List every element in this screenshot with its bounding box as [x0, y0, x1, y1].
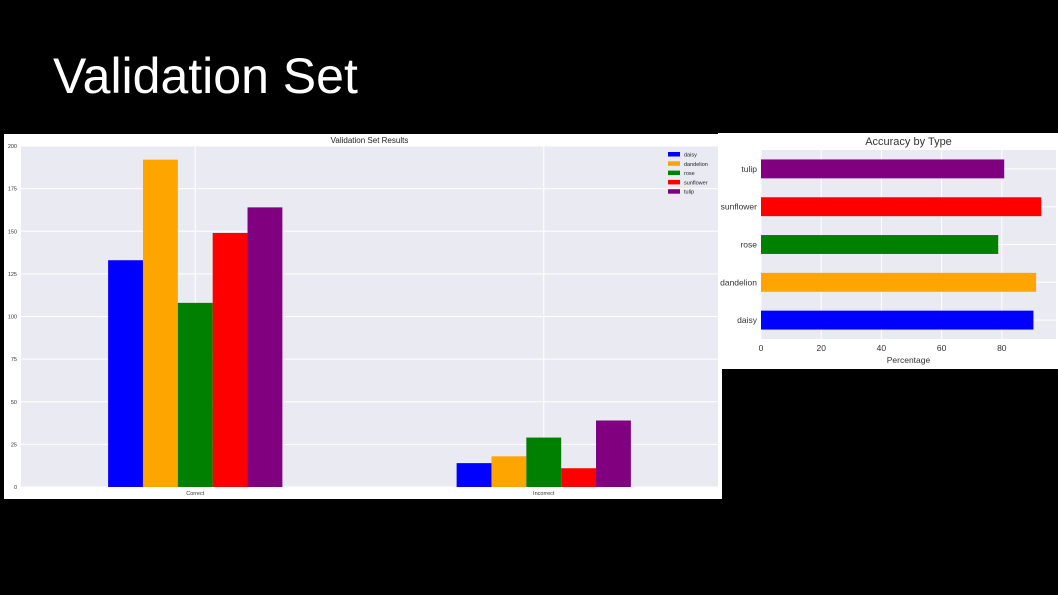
- legend-swatch: [668, 161, 680, 166]
- y-tick-label: 200: [8, 144, 17, 150]
- bar: [247, 207, 283, 487]
- bar: [142, 159, 178, 487]
- bar: [761, 310, 1034, 330]
- accuracy-by-type-svg: Accuracy by Type 0 20 40 60 80 Percentage daisy…: [720, 136, 1056, 365]
- legend-label: dandelion: [684, 162, 708, 168]
- legend-swatch: [668, 189, 680, 194]
- y-tick-label: dandelion: [720, 277, 757, 287]
- y-tick-label: 100: [8, 315, 17, 321]
- bar: [526, 437, 562, 487]
- validation-results-chart: Validation Set Results 0 25 50 75 100 125 150 17…: [4, 134, 722, 499]
- legend-label: tulip: [684, 190, 694, 196]
- slide-title: Validation Set: [53, 48, 358, 104]
- bar: [761, 197, 1042, 217]
- bar: [761, 272, 1037, 292]
- y-tick-label: 50: [11, 400, 17, 406]
- y-tick-label: 25: [11, 442, 17, 448]
- x-axis-label: Percentage: [887, 355, 931, 365]
- y-tick-label: daisy: [737, 315, 758, 325]
- legend-label: rose: [684, 171, 695, 177]
- x-tick-label: 80: [997, 343, 1007, 353]
- validation-results-svg: Validation Set Results 0 25 50 75 100 125 150 17…: [8, 136, 718, 497]
- y-tick-label: 75: [11, 357, 17, 363]
- y-tick-label: 150: [8, 229, 17, 235]
- x-tick-label: 60: [937, 343, 947, 353]
- bar: [108, 260, 143, 487]
- legend-swatch: [668, 179, 680, 185]
- bar: [761, 159, 1005, 179]
- bar: [596, 420, 631, 487]
- legend-label: daisy: [684, 153, 697, 159]
- legend-swatch: [668, 170, 680, 176]
- bar: [761, 235, 999, 254]
- bar: [561, 468, 597, 487]
- bar: [177, 302, 213, 487]
- y-tick-label: sunflower: [721, 202, 758, 212]
- x-tick-label: 0: [759, 343, 764, 353]
- accuracy-by-type-chart: Accuracy by Type 0 20 40 60 80 Percentage daisy…: [718, 133, 1058, 369]
- x-tick-label: 20: [816, 343, 826, 353]
- y-tick-label: 175: [8, 187, 17, 193]
- legend-swatch: [668, 152, 680, 157]
- bar: [212, 232, 248, 487]
- y-tick-label: tulip: [741, 164, 757, 174]
- legend-label: sunflower: [684, 180, 708, 186]
- x-tick-label: Correct: [186, 491, 205, 497]
- chart-title: Accuracy by Type: [865, 136, 952, 148]
- x-tick-label: Incorrect: [533, 491, 555, 497]
- y-tick-label: 0: [14, 485, 17, 491]
- bar: [456, 463, 492, 487]
- x-tick-label: 40: [877, 343, 887, 353]
- y-tick-label: rose: [740, 240, 757, 250]
- y-tick-label: 125: [8, 272, 17, 278]
- bar: [491, 456, 527, 487]
- chart-title: Validation Set Results: [331, 136, 409, 145]
